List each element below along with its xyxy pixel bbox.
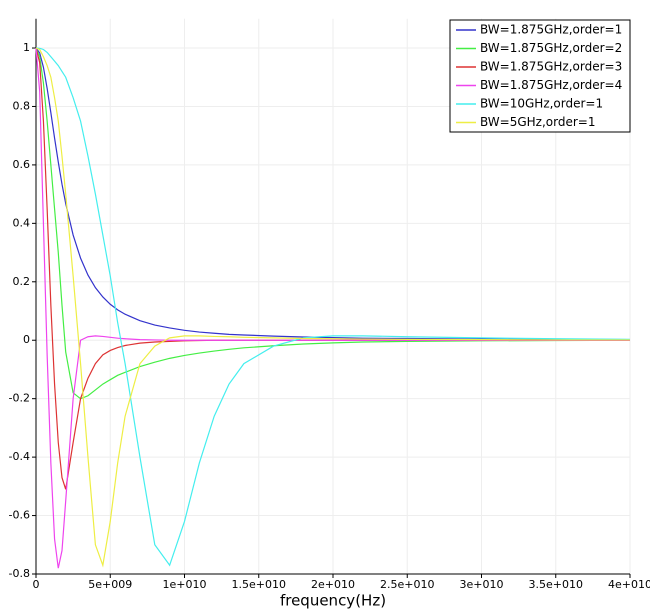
legend-label: BW=1.875GHz,order=1 <box>480 23 622 37</box>
x-tick-label: 5e+009 <box>88 578 132 591</box>
x-tick-label: 3e+010 <box>460 578 504 591</box>
legend: BW=1.875GHz,order=1 BW=1.875GHz,order=2 BW… <box>449 19 631 133</box>
line-series <box>35 47 630 569</box>
x-tick-label: 2e+010 <box>311 578 355 591</box>
line-series <box>35 47 631 341</box>
y-tick-label: -0.4 <box>9 450 30 463</box>
legend-box <box>449 19 631 133</box>
line-series <box>35 47 631 567</box>
legend-label: BW=1.875GHz,order=4 <box>480 78 622 92</box>
y-tick-label: 1 <box>23 41 30 54</box>
x-tick-label: 0 <box>33 578 40 591</box>
x-tick-label: 4e+010 <box>608 578 650 591</box>
legend-label: BW=1.875GHz,order=3 <box>480 60 622 74</box>
line-series <box>35 47 630 568</box>
legend-label: BW=1.875GHz,order=2 <box>480 41 622 55</box>
y-tick-label: -0.2 <box>9 392 30 405</box>
y-tick-label: 0.4 <box>13 216 31 229</box>
legend-label: BW=5GHz,order=1 <box>480 115 595 129</box>
y-tick-label: 0.8 <box>13 99 31 112</box>
y-tick-label: 0 <box>23 333 30 346</box>
y-tick-label: -0.6 <box>9 509 30 522</box>
x-tick-label: 1e+010 <box>163 578 207 591</box>
y-tick-label: 0.6 <box>13 158 31 171</box>
y-tick-label: 0.2 <box>13 275 31 288</box>
line-series <box>35 47 631 400</box>
x-tick-label: 1.5e+010 <box>232 578 286 591</box>
y-tick-label: -0.8 <box>9 567 30 580</box>
x-tick-label: 3.5e+010 <box>529 578 583 591</box>
legend-label: BW=10GHz,order=1 <box>480 97 603 111</box>
x-axis-label: frequency(Hz) <box>280 592 386 610</box>
x-tick-label: 2.5e+010 <box>380 578 434 591</box>
